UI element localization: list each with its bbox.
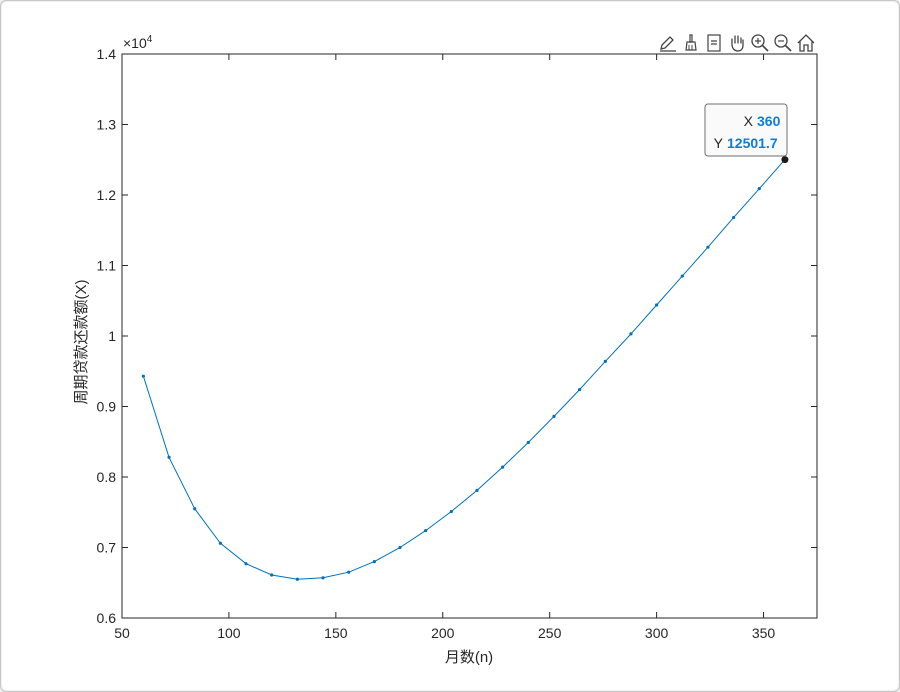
zoom-in-icon (751, 34, 769, 52)
data-point[interactable] (424, 528, 428, 533)
data-point[interactable] (655, 303, 659, 307)
y-exponent-base: ×10 (123, 35, 147, 51)
data-tip[interactable]: X 360 Y 12501.7 (704, 103, 788, 157)
x-tick-label: 100 (217, 625, 241, 641)
y-tick-label: 0.9 (97, 399, 117, 415)
x-tick-label: 300 (645, 625, 669, 641)
y-tick-label: 0.8 (97, 469, 117, 485)
data-point[interactable] (603, 359, 607, 363)
x-tick-label: 250 (538, 625, 562, 641)
x-tick-label: 350 (752, 625, 776, 641)
data-tip-x-label: X (744, 113, 754, 129)
data-point[interactable] (270, 573, 274, 577)
y-tick-label: 1.1 (97, 258, 117, 274)
y-axis-label: 周期贷款还款额(X) (73, 279, 90, 404)
data-tip-y-value: 12501.7 (727, 135, 778, 151)
x-axis-ticks: 50 100 150 200 250 300 350 (114, 54, 775, 641)
series-line[interactable] (142, 159, 786, 580)
series-group (141, 156, 789, 581)
data-point[interactable] (732, 215, 736, 220)
data-point[interactable] (244, 562, 248, 566)
y-tick-label: 1 (108, 328, 116, 344)
data-point[interactable] (552, 414, 556, 418)
data-point[interactable] (321, 576, 325, 580)
pan-hand-icon (731, 35, 744, 52)
axes-toolbar (657, 32, 817, 54)
data-point[interactable] (347, 570, 351, 574)
axes-box[interactable] (121, 53, 818, 619)
zoom-out-icon (774, 34, 792, 52)
data-point[interactable] (449, 509, 453, 514)
data-point[interactable] (629, 332, 633, 336)
data-point[interactable] (578, 387, 582, 392)
data-point[interactable] (295, 577, 299, 581)
data-tip-box (704, 103, 788, 157)
home-button[interactable] (795, 32, 817, 54)
data-point[interactable] (475, 488, 479, 492)
y-tick-label: 1.2 (97, 187, 117, 203)
x-tick-label: 150 (324, 625, 348, 641)
x-tick-label: 50 (114, 625, 130, 641)
data-point[interactable] (193, 507, 197, 511)
data-tip-icon (707, 34, 721, 52)
data-point[interactable] (398, 545, 402, 550)
edit-annotation-icon (660, 36, 676, 52)
home-icon (797, 34, 815, 52)
edit-annotation-button[interactable] (657, 32, 679, 54)
data-tip-point[interactable] (781, 156, 789, 164)
y-tick-label: 1.4 (97, 46, 117, 62)
zoom-in-button[interactable] (749, 32, 771, 54)
y-tick-label: 0.7 (97, 540, 117, 556)
zoom-out-button[interactable] (772, 32, 794, 54)
data-point[interactable] (501, 465, 505, 469)
y-tick-label: 1.3 (97, 117, 117, 133)
data-point[interactable] (218, 541, 222, 545)
x-tick-label: 200 (431, 625, 455, 641)
x-axis-label: 月数(n) (445, 649, 493, 666)
pan-button[interactable] (726, 32, 748, 54)
data-point[interactable] (167, 455, 171, 459)
data-point[interactable] (372, 560, 376, 564)
data-tip-x-value: 360 (757, 113, 781, 129)
data-point[interactable] (706, 245, 710, 249)
y-exponent-label: ×104 (123, 34, 153, 51)
data-point[interactable] (526, 440, 530, 445)
y-exponent-power: 4 (147, 34, 153, 45)
data-point[interactable] (680, 274, 684, 278)
brush-icon (685, 34, 697, 51)
data-point[interactable] (141, 374, 145, 378)
data-tip-y-label: Y (714, 135, 724, 151)
brush-button[interactable] (680, 32, 702, 54)
data-point[interactable] (757, 187, 761, 191)
y-axis-ticks: 0.6 0.7 0.8 0.9 1 1.1 1.2 1.3 1.4 (97, 46, 817, 626)
data-tip-button[interactable] (703, 32, 725, 54)
y-tick-label: 0.6 (97, 610, 117, 626)
